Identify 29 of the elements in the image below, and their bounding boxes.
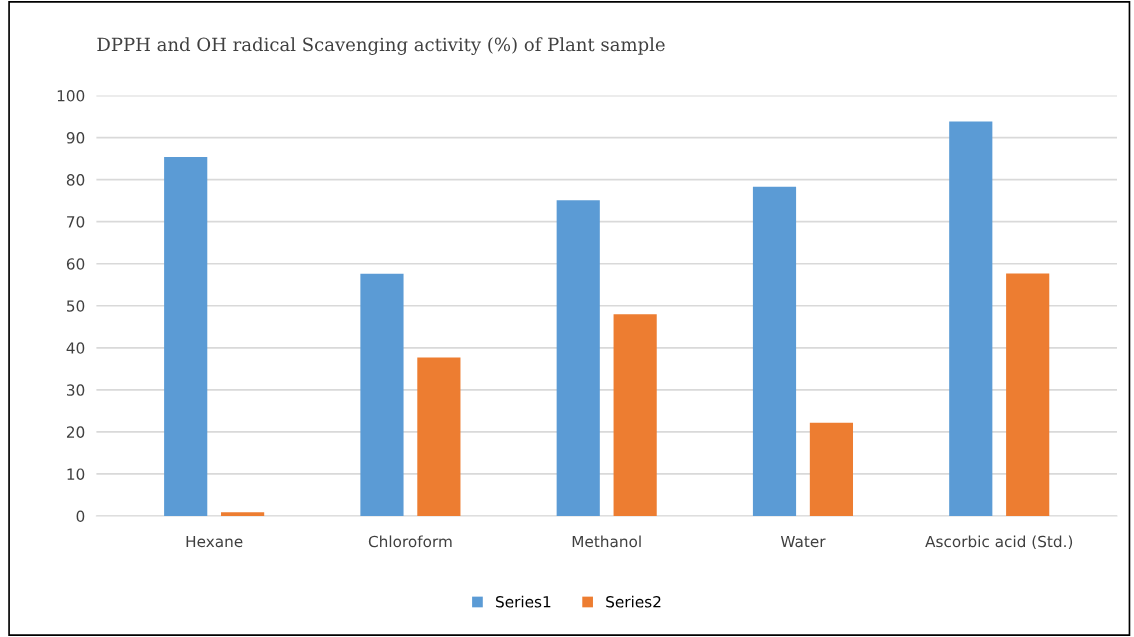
x-tick-label: Chloroform (368, 535, 452, 548)
x-tick-label: Hexane (186, 535, 243, 548)
bar (164, 156, 208, 516)
y-tick-label: 90 (66, 132, 85, 144)
chart-title: DPPH and OH radical Scavenging activity (%) of Plant sample (97, 37, 665, 55)
y-tick-label: 40 (66, 342, 85, 354)
y-tick-label: 100 (57, 90, 85, 102)
x-tick-label: Water (780, 535, 826, 548)
bar (221, 512, 265, 516)
x-tick-label: Ascorbic acid (Std.) (925, 535, 1073, 550)
bar (809, 422, 854, 516)
bar (417, 357, 461, 516)
y-tick-label: 60 (66, 258, 85, 270)
bar (949, 121, 993, 516)
bar (613, 314, 657, 516)
y-tick-label: 50 (67, 300, 85, 312)
bar (752, 186, 797, 516)
y-tick-label: 10 (67, 468, 85, 480)
y-tick-label: 20 (66, 426, 85, 438)
bar (1006, 273, 1050, 516)
y-tick-label: 80 (66, 174, 85, 186)
y-tick-label: 70 (67, 216, 85, 228)
bar (360, 273, 404, 516)
legend-label: Series1 (496, 595, 551, 608)
legend-label: Series2 (606, 595, 661, 608)
bar (556, 200, 600, 516)
x-tick-label: Methanol (572, 535, 641, 548)
y-tick-label: 30 (67, 384, 85, 396)
y-tick-label: 0 (76, 510, 85, 522)
